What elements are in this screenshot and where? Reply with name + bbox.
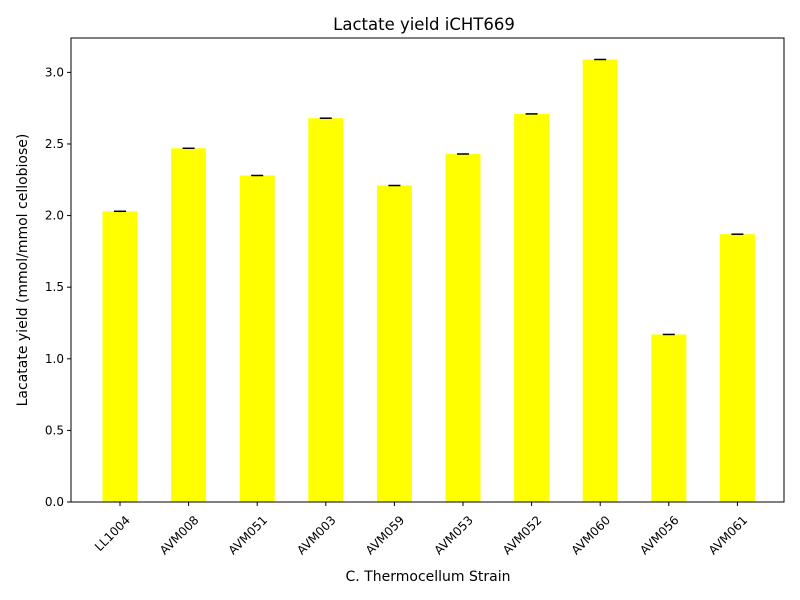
- bar-avm060: [582, 59, 618, 503]
- bar-avm059: [376, 185, 412, 503]
- plot-frame: [70, 37, 785, 503]
- x-tick-label: LL1004: [92, 513, 133, 554]
- y-tick-label: 1.0: [45, 352, 64, 366]
- x-tick-label: AVM056: [637, 513, 681, 557]
- bar-avm061: [719, 234, 755, 503]
- x-tick-label: AVM053: [431, 513, 475, 557]
- error-bars-layer: [114, 58, 744, 336]
- x-axis: LL1004 AVM008 AVM051 AVM003 AVM059 AVM053 AVM0…: [92, 502, 750, 558]
- y-tick-label: 0.0: [45, 495, 64, 509]
- y-tick-label: 0.5: [45, 423, 64, 437]
- x-tick-label: AVM003: [294, 513, 338, 557]
- bar-avm003: [308, 118, 344, 502]
- x-tick-label: AVM052: [500, 513, 544, 557]
- x-tick-label: AVM008: [157, 513, 201, 557]
- x-tick-label: AVM061: [706, 513, 750, 557]
- x-axis-label: C. Thermocellum Strain: [346, 569, 511, 585]
- y-tick-label: 2.0: [45, 209, 64, 223]
- y-tick-label: 2.5: [45, 137, 64, 151]
- bar-avm051: [239, 175, 275, 502]
- x-tick-label: AVM051: [226, 513, 270, 557]
- y-axis-label: Lacatate yield (mmol/mmol cellobiose): [15, 134, 31, 407]
- y-axis: 0.0 0.5 1.0 1.5 2.0 2.5 3.0: [45, 65, 71, 509]
- x-tick-label: AVM060: [569, 513, 613, 557]
- bar-avm056: [651, 334, 687, 502]
- y-tick-label: 1.5: [45, 280, 64, 294]
- bar-ll1004: [102, 211, 138, 503]
- y-tick-label: 3.0: [45, 65, 64, 79]
- chart-title: Lactate yield iCHT669: [333, 15, 515, 34]
- x-tick-label: AVM059: [363, 513, 407, 557]
- bar-avm008: [171, 148, 207, 502]
- bars-layer: [102, 59, 755, 503]
- bar-avm052: [514, 113, 550, 502]
- bar-avm053: [445, 154, 481, 502]
